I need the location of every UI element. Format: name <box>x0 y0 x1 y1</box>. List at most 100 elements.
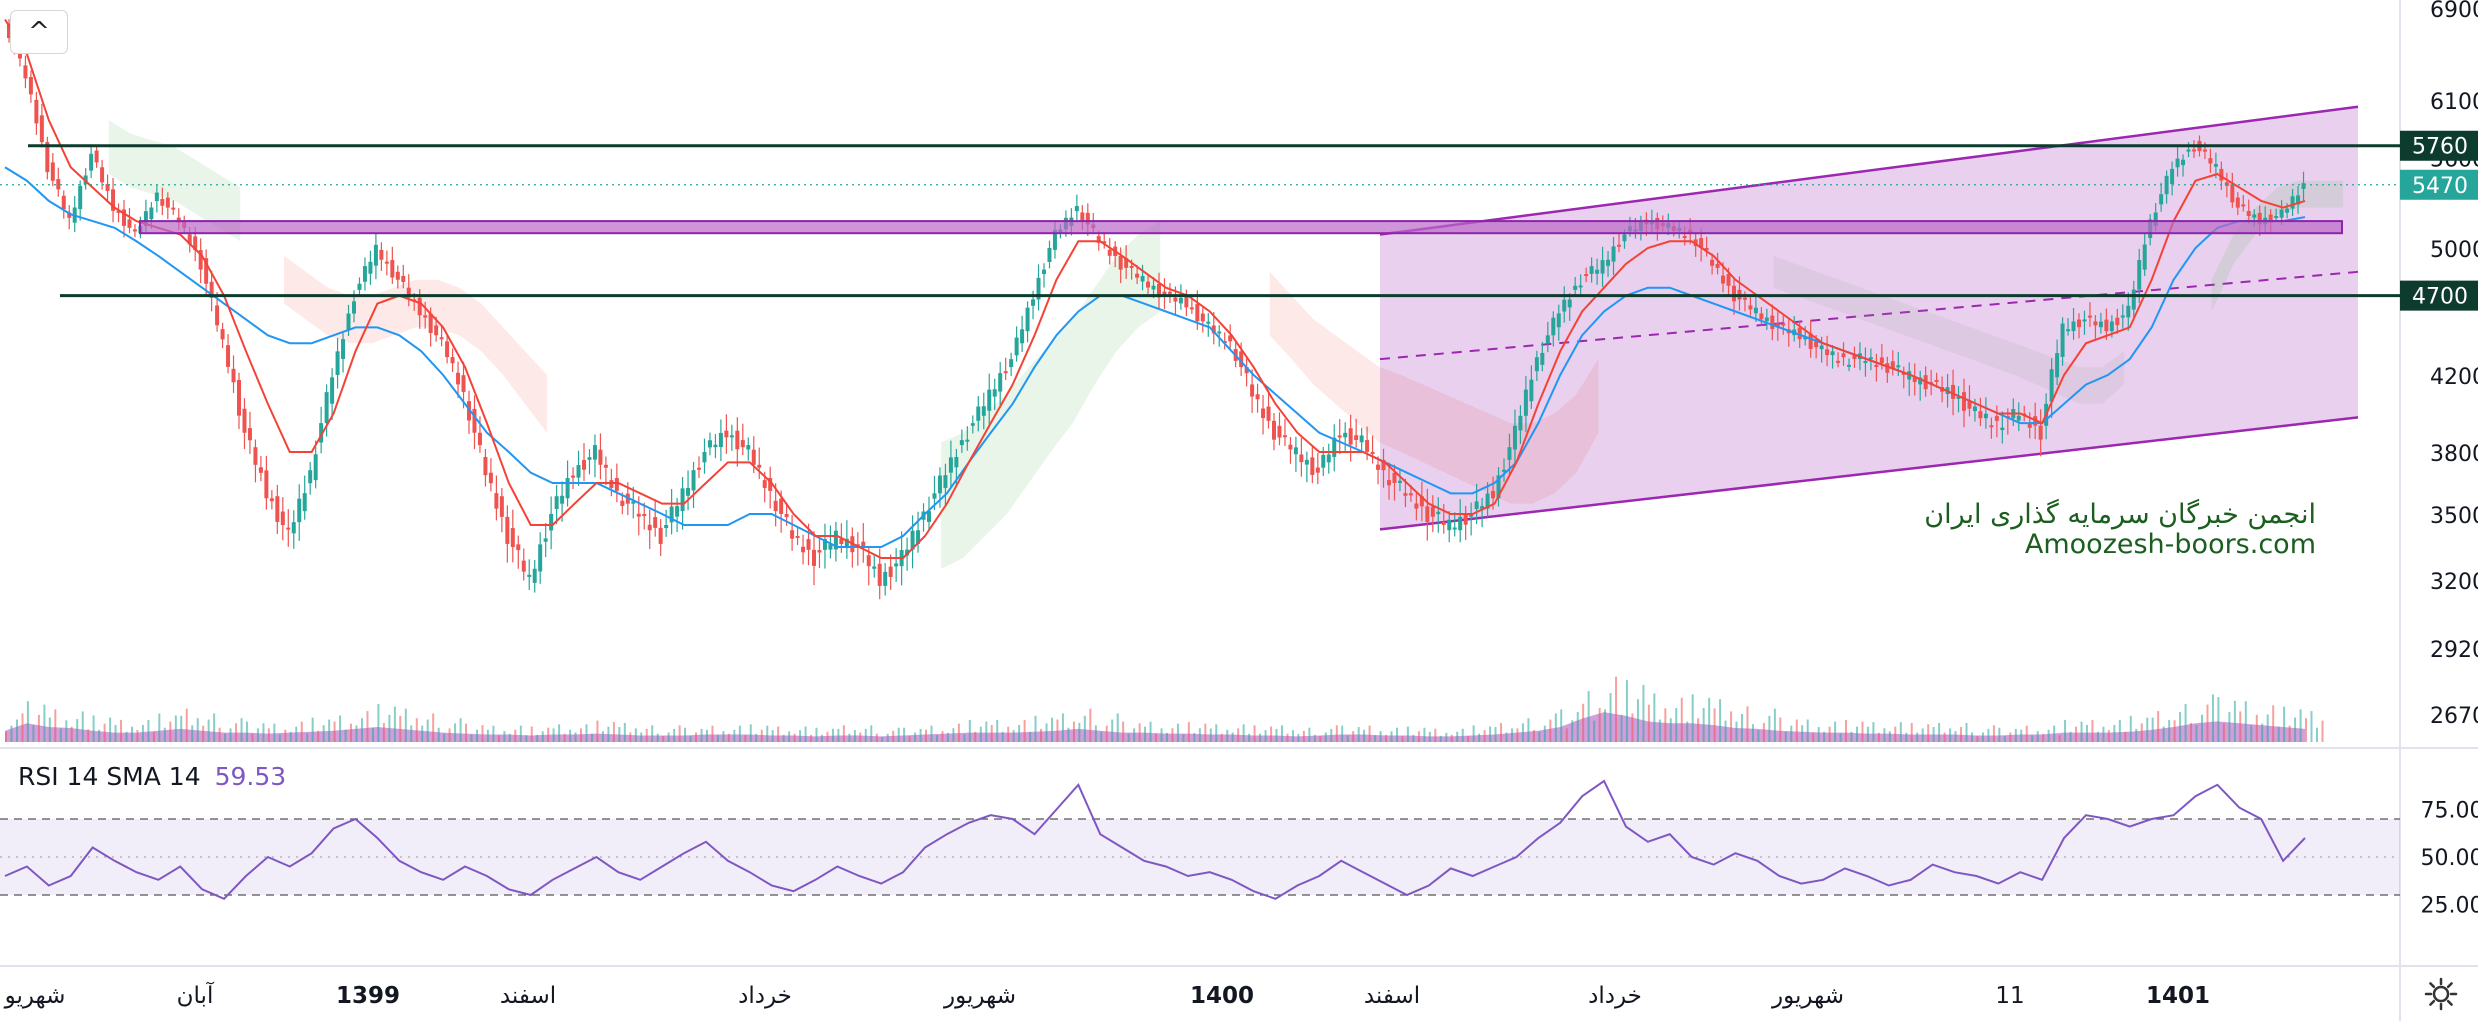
volume-bar <box>1489 726 1492 742</box>
volume-bar <box>1171 728 1174 742</box>
time-axis-label: 1401 <box>2146 983 2210 1009</box>
candle-body <box>483 456 488 476</box>
candle-body <box>2082 319 2087 322</box>
candle-body <box>2016 415 2021 421</box>
volume-bar <box>1784 731 1787 742</box>
candle-body <box>1540 352 1545 365</box>
candle-body <box>2213 164 2218 167</box>
candle-body <box>1025 307 1030 332</box>
candle-body <box>1797 327 1802 340</box>
candle-body <box>45 142 50 173</box>
collapse-button[interactable]: ^ <box>10 10 68 54</box>
candle-body <box>2230 184 2235 203</box>
volume-bar <box>426 719 429 742</box>
candle-body <box>352 301 356 314</box>
volume-bar <box>946 732 949 742</box>
price-tick-label: 3800 <box>2430 442 2478 467</box>
candle-body <box>406 287 411 298</box>
cloud-gray <box>1773 255 2125 404</box>
volume-bar <box>2233 700 2236 742</box>
gear-icon[interactable] <box>2423 976 2459 1012</box>
volume-bar <box>1083 715 1086 742</box>
candle-body <box>1759 313 1764 320</box>
volume-bar <box>1346 735 1349 742</box>
candle-body <box>2202 149 2207 152</box>
price-tick-label: 3200 <box>2430 570 2478 595</box>
volume-bar <box>1286 733 1289 742</box>
volume-bar <box>2146 717 2149 742</box>
volume-bar <box>1839 733 1842 742</box>
volume-bar <box>1034 715 1037 742</box>
candle-body <box>1732 285 1736 302</box>
volume-bar <box>32 725 35 742</box>
volume-bar <box>1352 731 1355 742</box>
volume-bar <box>1127 733 1130 742</box>
candle-body <box>965 439 970 442</box>
candle-body <box>1825 349 1830 356</box>
candle-body <box>1551 317 1556 336</box>
candle-body <box>817 550 822 553</box>
volume-bar <box>1598 708 1601 742</box>
volume-bar <box>1998 727 2001 742</box>
candle-body <box>237 380 241 416</box>
volume-bar <box>1396 727 1398 742</box>
candle-body <box>100 167 105 183</box>
watermark: انجمن خبرگان سرمایه گذاری ایران Amoozesh… <box>1924 500 2316 560</box>
volume-bar <box>870 725 873 742</box>
volume-bar <box>799 730 802 742</box>
volume-bar <box>1779 717 1782 742</box>
volume-bar <box>2151 717 2154 742</box>
volume-bar <box>1270 726 1273 742</box>
volume-bar <box>1938 722 1941 742</box>
candle-body <box>341 339 346 359</box>
candle-body <box>154 192 159 202</box>
candle-body <box>231 368 236 383</box>
candle-body <box>2098 321 2103 328</box>
volume-bar <box>371 727 374 742</box>
volume-bar <box>1697 718 1700 742</box>
volume-bar <box>1494 727 1497 742</box>
time-axis-label: شهریو <box>4 983 66 1009</box>
volume-bar <box>738 725 741 742</box>
candle-body <box>822 539 827 550</box>
volume-bar <box>1253 725 1256 742</box>
candle-body <box>1124 258 1129 268</box>
volume-bar <box>328 719 331 742</box>
volume-bar <box>1538 731 1541 742</box>
candle-body <box>1381 459 1386 471</box>
candle-body <box>2153 212 2158 226</box>
candle-body <box>1556 313 1561 328</box>
volume-bar <box>366 711 369 742</box>
volume-bar <box>607 726 610 742</box>
volume-bar <box>1604 709 1607 742</box>
candle-body <box>302 493 307 512</box>
candle-body <box>1178 297 1183 304</box>
volume-bar <box>919 728 922 742</box>
volume-bar <box>820 734 823 742</box>
volume-bar <box>1653 693 1656 742</box>
volume-bar <box>1133 728 1136 742</box>
volume-bar <box>2261 723 2264 742</box>
volume-bar <box>120 719 123 742</box>
candle-body <box>1808 333 1813 349</box>
volume-bar <box>1363 729 1366 742</box>
candle-body <box>592 445 597 460</box>
candle-body <box>1452 527 1457 530</box>
volume-bar <box>1773 708 1776 742</box>
volume-bar <box>804 726 807 742</box>
volume-bar <box>645 728 648 742</box>
candle-body <box>2257 212 2262 225</box>
price-label-box <box>2400 130 2478 161</box>
candle-body <box>467 401 471 421</box>
candle-body <box>538 544 543 572</box>
volume-bar <box>864 728 867 742</box>
axes: 6900610050004200380035003200292026704600… <box>4 0 2478 1009</box>
volume-bar <box>837 728 840 742</box>
volume-bar <box>2200 714 2203 742</box>
candle-body <box>614 478 619 491</box>
candle-body <box>94 150 99 163</box>
volume-bar <box>114 725 117 742</box>
volume-bar <box>267 728 270 742</box>
volume-bar <box>788 731 791 742</box>
